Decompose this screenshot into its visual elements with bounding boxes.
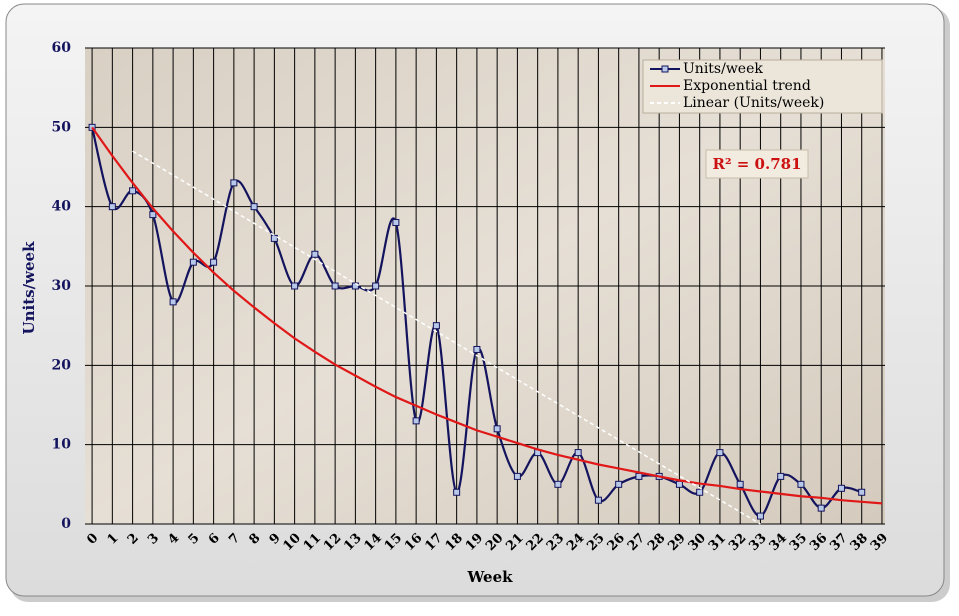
series-line <box>91 126 883 505</box>
annotation: R² = 0.781 <box>712 155 801 173</box>
point-marker <box>189 258 197 266</box>
legend-label: Exponential trend <box>683 78 811 94</box>
point-marker <box>837 484 845 492</box>
point-marker <box>594 496 602 504</box>
point-marker <box>736 480 744 488</box>
legend-label: Units/week <box>683 61 763 77</box>
point-marker <box>493 425 501 433</box>
point-marker <box>473 345 481 353</box>
legend-label: Linear (Units/week) <box>683 95 824 111</box>
point-marker <box>412 417 420 425</box>
point-marker <box>675 480 683 488</box>
y-tick-label: 30 <box>52 278 72 294</box>
y-tick-label: 60 <box>52 40 72 56</box>
point-marker <box>696 488 704 496</box>
y-tick-label: 0 <box>61 516 71 532</box>
point-marker <box>210 258 218 266</box>
point-marker <box>372 282 380 290</box>
point-marker <box>858 488 866 496</box>
point-marker <box>432 322 440 330</box>
point-marker <box>270 234 278 242</box>
point-marker <box>129 187 137 195</box>
y-tick-label: 40 <box>52 199 72 215</box>
point-marker <box>756 512 764 520</box>
point-marker <box>574 449 582 457</box>
point-marker <box>108 203 116 211</box>
point-marker <box>331 282 339 290</box>
point-marker <box>291 282 299 290</box>
legend <box>642 59 883 114</box>
y-axis-title: Units/week <box>20 241 38 335</box>
point-marker <box>250 203 258 211</box>
point-marker <box>635 472 643 480</box>
y-tick-label: 50 <box>52 119 72 135</box>
point-marker <box>817 504 825 512</box>
point-marker <box>615 480 623 488</box>
x-axis-title: Week <box>466 568 513 586</box>
point-marker <box>554 480 562 488</box>
legend-marker <box>661 65 669 73</box>
series-line <box>132 150 761 525</box>
point-marker <box>716 449 724 457</box>
point-marker <box>311 250 319 258</box>
point-marker <box>169 298 177 306</box>
y-tick-label: 20 <box>52 357 72 373</box>
point-marker <box>149 211 157 219</box>
point-marker <box>230 179 238 187</box>
y-tick-label: 10 <box>52 437 72 453</box>
point-marker <box>777 472 785 480</box>
point-marker <box>392 219 400 227</box>
point-marker <box>513 472 521 480</box>
annotation-box <box>705 149 809 179</box>
point-marker <box>797 480 805 488</box>
point-marker <box>453 488 461 496</box>
